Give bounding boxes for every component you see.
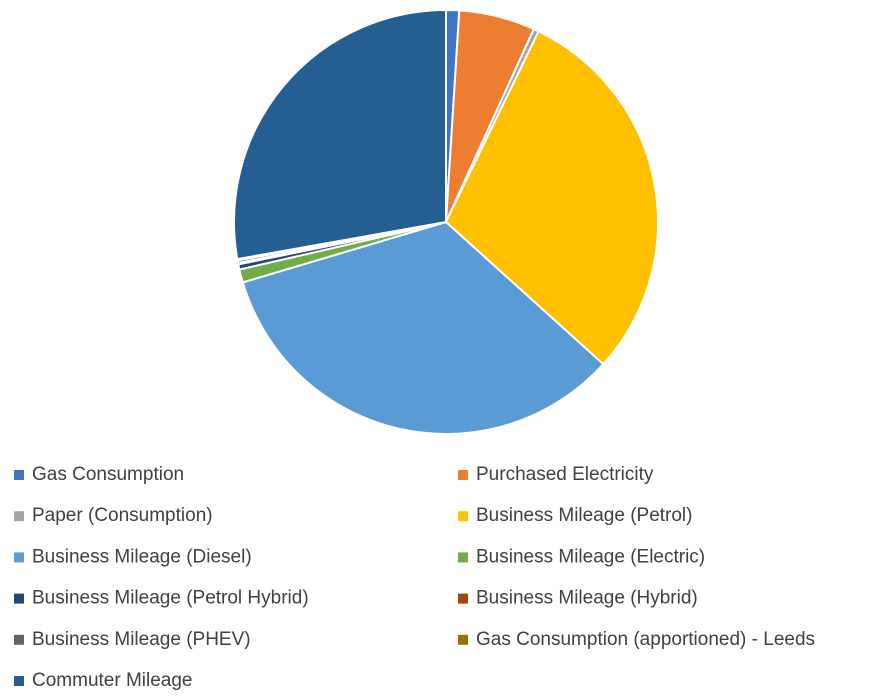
legend-swatch bbox=[458, 511, 468, 522]
legend-label: Business Mileage (Petrol Hybrid) bbox=[32, 588, 309, 609]
legend-swatch bbox=[14, 634, 24, 645]
legend-swatch bbox=[14, 676, 24, 686]
legend-swatch bbox=[458, 593, 468, 604]
legend-swatch bbox=[14, 593, 24, 604]
legend-label: Gas Consumption bbox=[32, 464, 184, 485]
legend-swatch bbox=[14, 470, 24, 480]
legend-label: Commuter Mileage bbox=[32, 670, 193, 691]
legend-label: Gas Consumption (apportioned) - Leeds bbox=[476, 629, 815, 650]
pie-slice bbox=[241, 220, 605, 435]
pie-slice bbox=[233, 8, 447, 261]
legend-label: Purchased Electricity bbox=[476, 464, 654, 485]
legend-swatch bbox=[458, 470, 468, 480]
legend-swatch bbox=[458, 552, 468, 563]
legend-label: Business Mileage (Petrol) bbox=[476, 505, 692, 526]
legend-label: Business Mileage (Diesel) bbox=[32, 546, 252, 567]
legend-label: Business Mileage (Hybrid) bbox=[476, 588, 698, 609]
legend-swatch bbox=[458, 634, 468, 645]
pie-slice bbox=[444, 29, 659, 366]
legend-label: Business Mileage (Electric) bbox=[476, 546, 705, 567]
legend-swatch bbox=[14, 552, 24, 563]
legend-swatch bbox=[14, 511, 24, 522]
legend-label: Business Mileage (PHEV) bbox=[32, 629, 251, 650]
legend-label: Paper (Consumption) bbox=[32, 505, 213, 526]
